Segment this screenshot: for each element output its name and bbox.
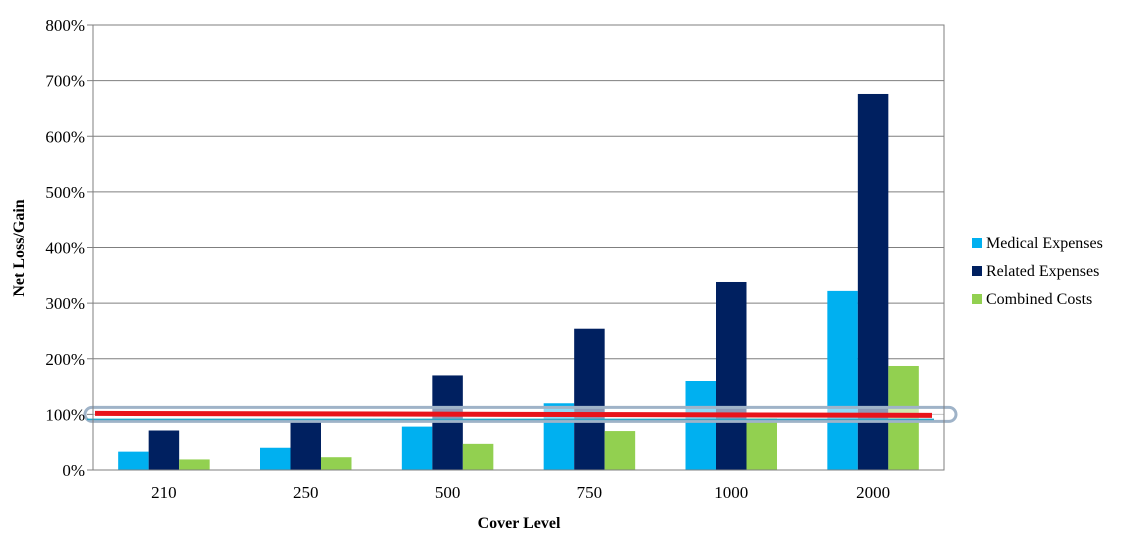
- x-tick-label: 210: [151, 483, 177, 502]
- legend: Medical Expenses Related Expenses Combined…: [972, 235, 1103, 308]
- bar: [148, 430, 180, 470]
- legend-label: Related Expenses: [986, 263, 1099, 280]
- legend-label: Medical Expenses: [986, 235, 1103, 252]
- legend-swatch: [972, 238, 982, 248]
- y-tick-label: 300%: [45, 294, 85, 313]
- y-tick-label: 200%: [45, 350, 85, 369]
- y-tick-label: 600%: [45, 127, 85, 146]
- bar: [685, 381, 716, 470]
- legend-swatch: [972, 294, 982, 304]
- legend-label: Combined Costs: [986, 291, 1092, 308]
- bar: [321, 457, 352, 470]
- gridlines: [93, 80, 944, 415]
- legend-swatch: [972, 266, 982, 276]
- x-tick-label: 2000: [856, 483, 890, 502]
- bar: [401, 426, 433, 470]
- y-tick-label: 100%: [45, 405, 85, 424]
- x-tick-label: 1000: [714, 483, 748, 502]
- bar: [604, 431, 636, 470]
- reference-line-group: [83, 405, 958, 423]
- x-tick-label: 750: [577, 483, 603, 502]
- bar: [827, 290, 858, 470]
- y-tick-label: 800%: [45, 16, 85, 35]
- bar: [118, 451, 149, 470]
- bar: [290, 421, 321, 470]
- bar: [574, 328, 605, 470]
- bar: [462, 443, 494, 470]
- bar: [746, 418, 777, 470]
- y-tick-label: 500%: [45, 183, 85, 202]
- axes: 0% 100% 200% 300% 400% 500% 600% 700% 800% 210 250…: [45, 16, 945, 502]
- x-axis-title: Cover Level: [478, 515, 561, 532]
- bar: [260, 447, 291, 470]
- y-tick-label: 700%: [45, 72, 85, 91]
- reference-line: [94, 410, 933, 418]
- y-tick-label: 0%: [62, 461, 85, 480]
- y-tick-label: 400%: [45, 239, 85, 258]
- bar: [179, 459, 210, 470]
- x-tick-label: 250: [293, 483, 319, 502]
- x-tick-label: 500: [435, 483, 461, 502]
- y-axis-title: Net Loss/Gain: [11, 199, 28, 296]
- bar: [716, 281, 747, 470]
